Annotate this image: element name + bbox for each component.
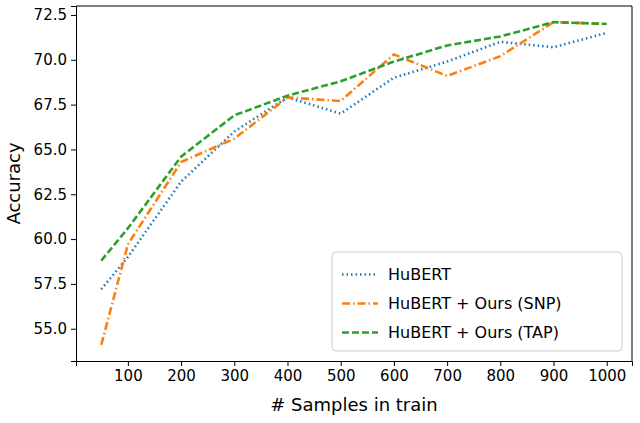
- legend-box: [332, 252, 622, 351]
- plot-area: 100 200 300 400 500 600 700 800 900 1000 55.0 57.5 6…: [34, 6, 633, 385]
- tick-label: 100: [114, 367, 143, 385]
- series-line: [101, 22, 606, 260]
- y-axis: 55.0 57.5 60.0 62.5 65.0 67.5 70.0 72.5: [34, 6, 77, 361]
- tick-mark: [341, 361, 342, 366]
- tick-mark: [71, 284, 76, 285]
- tick: 55.0: [34, 320, 76, 338]
- tick-label: 600: [380, 367, 409, 385]
- tick: 700: [433, 361, 462, 385]
- tick-mark: [71, 149, 76, 150]
- axis-line: [71, 7, 77, 362]
- frame: [76, 6, 632, 7]
- tick: 65.0: [34, 141, 76, 159]
- legend-swatch: [342, 273, 378, 276]
- legend-label: HuBERT + Ours (TAP): [388, 323, 559, 342]
- tick-mark: [234, 361, 235, 366]
- tick: 60.0: [34, 230, 76, 248]
- chart: 100 200 300 400 500 600 700 800 900 1000 55.0 57.5 6…: [0, 0, 640, 423]
- legend-swatch: [342, 331, 378, 334]
- tick-mark: [394, 361, 395, 366]
- tick: 800: [486, 361, 515, 385]
- tick-label: 65.0: [34, 141, 67, 159]
- tick: 1000: [588, 361, 626, 385]
- tick: 600: [380, 361, 409, 385]
- tick: 70.0: [34, 51, 76, 69]
- legend-swatch: [342, 302, 378, 305]
- tick: 900: [540, 361, 569, 385]
- tick-label: 60.0: [34, 230, 67, 248]
- tick-mark: [554, 361, 555, 366]
- tick-label: 70.0: [34, 51, 67, 69]
- tick: 500: [327, 361, 356, 385]
- tick: 57.5: [34, 275, 76, 293]
- tick: 72.5: [34, 6, 76, 24]
- legend: HuBERT HuBERT + Ours (SNP) HuBERT + Ours (…: [332, 252, 622, 351]
- axis-line: [77, 362, 633, 367]
- tick: 62.5: [34, 186, 76, 204]
- tick-label: 1000: [588, 367, 626, 385]
- tick-label: 67.5: [34, 96, 67, 114]
- tick-mark: [71, 60, 76, 61]
- tick-mark: [287, 361, 288, 366]
- tick-mark: [71, 194, 76, 195]
- y-axis-title: Accuracy: [3, 142, 24, 225]
- tick: 300: [220, 361, 249, 385]
- tick-mark: [71, 239, 76, 240]
- tick-label: 57.5: [34, 275, 67, 293]
- tick: 100: [114, 361, 143, 385]
- tick-label: 700: [433, 367, 462, 385]
- tick-mark: [500, 361, 501, 366]
- tick-label: 55.0: [34, 320, 67, 338]
- x-axis: 100 200 300 400 500 600 700 800 900 1000: [77, 361, 633, 385]
- tick-mark: [181, 361, 182, 366]
- tick-label: 800: [486, 367, 515, 385]
- tick-label: 400: [274, 367, 303, 385]
- tick: 67.5: [34, 96, 76, 114]
- legend-label: HuBERT + Ours (SNP): [388, 294, 562, 313]
- tick: 200: [167, 361, 196, 385]
- tick-mark: [71, 329, 76, 330]
- tick-mark: [71, 15, 76, 16]
- tick-label: 200: [167, 367, 196, 385]
- tick-mark: [447, 361, 448, 366]
- tick-label: 900: [540, 367, 569, 385]
- tick: 400: [274, 361, 303, 385]
- legend-label: HuBERT: [388, 265, 451, 284]
- tick-mark: [128, 361, 129, 366]
- frame: [632, 6, 633, 361]
- tick-mark: [71, 105, 76, 106]
- x-axis-title: # Samples in train: [270, 394, 437, 415]
- tick-mark: [607, 361, 608, 366]
- tick-label: 300: [220, 367, 249, 385]
- tick-label: 500: [327, 367, 356, 385]
- tick-label: 72.5: [34, 6, 67, 24]
- tick-label: 62.5: [34, 186, 67, 204]
